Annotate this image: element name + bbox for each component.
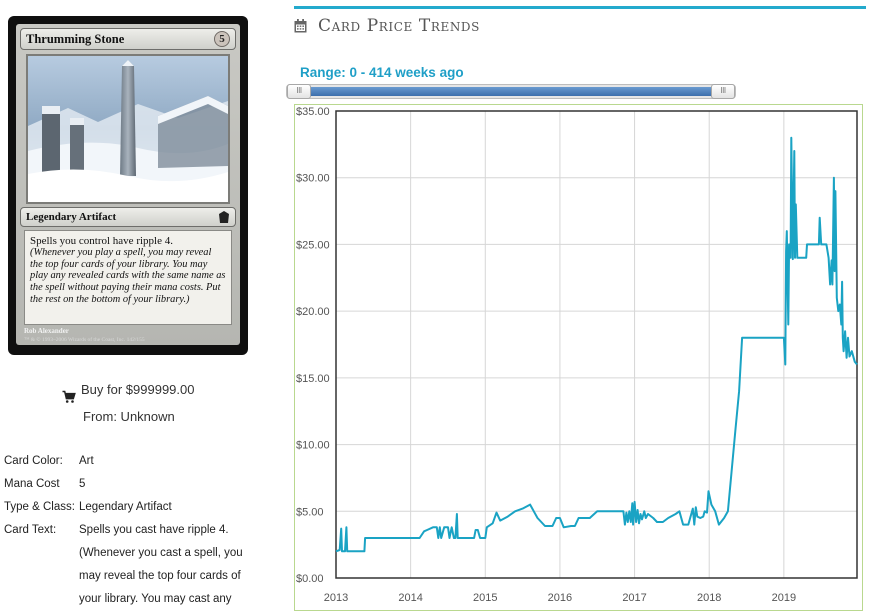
x-tick-label: 2013 xyxy=(324,592,348,604)
y-tick-label: $20.00 xyxy=(296,306,330,318)
x-tick-label: 2018 xyxy=(697,592,721,604)
range-slider-fill xyxy=(299,87,723,96)
detail-value: 5 xyxy=(79,478,86,490)
card-image: Thrumming Stone 5 xyxy=(8,16,248,355)
card-text-box: Spells you control have ripple 4. (Whene… xyxy=(24,230,232,325)
detail-value: Art xyxy=(79,455,94,467)
card-artist-credit: Rob Alexander xyxy=(24,327,69,335)
detail-label: Card Color: xyxy=(4,455,63,467)
card-type-bar: Legendary Artifact xyxy=(20,207,236,227)
card-details-table: Card Color: Art Mana Cost 5 Type & Class… xyxy=(4,450,254,611)
range-label: Range: 0 - 414 weeks ago xyxy=(300,65,464,80)
set-symbol-icon xyxy=(219,211,229,223)
price-chart: $0.00 $5.00 $10.00 $15.00 $20.00 $25.00 $30.00… xyxy=(294,104,863,611)
card-copyright: ™ & © 1993–2006 Wizards of the Coast, In… xyxy=(24,337,145,343)
card-face: Thrumming Stone 5 xyxy=(16,24,240,345)
card-name: Thrumming Stone xyxy=(26,32,125,46)
calendar-icon xyxy=(294,19,307,33)
price-series-line xyxy=(335,136,858,553)
card-type-line: Legendary Artifact xyxy=(26,211,117,223)
y-tick-label: $10.00 xyxy=(296,440,330,452)
panel-title: Card Price Trends xyxy=(318,16,480,36)
detail-label: Mana Cost xyxy=(4,478,60,490)
card-title-bar: Thrumming Stone 5 xyxy=(20,28,236,50)
y-tick-label: $5.00 xyxy=(296,506,324,518)
x-tick-label: 2019 xyxy=(772,592,796,604)
price-chart-container: $0.00 $5.00 $10.00 $15.00 $20.00 $25.00 $30.00… xyxy=(294,104,863,611)
seller-source: From: Unknown xyxy=(83,409,175,424)
card-rules-text: Spells you control have ripple 4. xyxy=(30,235,173,247)
x-tick-label: 2016 xyxy=(548,592,572,604)
detail-row-color: Card Color: Art xyxy=(4,450,254,473)
detail-label: Type & Class: xyxy=(4,501,75,513)
y-tick-label: $35.00 xyxy=(296,106,330,118)
card-reminder-text: (Whenever you play a spell, you may reve… xyxy=(30,247,226,305)
mana-cost-symbol: 5 xyxy=(214,31,230,47)
range-slider[interactable]: III III xyxy=(286,84,736,99)
y-tick-label: $25.00 xyxy=(296,239,330,251)
x-tick-label: 2014 xyxy=(398,592,422,604)
x-tick-label: 2017 xyxy=(622,592,646,604)
buy-link[interactable]: Buy for $999999.00 xyxy=(81,382,195,397)
y-tick-label: $15.00 xyxy=(296,373,330,385)
panel-header: Card Price Trends xyxy=(294,16,480,36)
buy-row: Buy for $999999.00 xyxy=(62,382,194,404)
card-artwork-illustration xyxy=(28,56,228,202)
detail-label: Card Text: xyxy=(4,524,57,536)
y-tick-label: $30.00 xyxy=(296,173,330,185)
range-slider-handle-max[interactable]: III xyxy=(711,84,735,99)
y-tick-label: $0.00 xyxy=(296,573,324,585)
detail-row-type: Type & Class: Legendary Artifact xyxy=(4,496,254,519)
panel-top-rule xyxy=(294,6,866,9)
plot-area-border xyxy=(335,110,858,579)
detail-row-card-text: Card Text: Spells you cast have ripple 4… xyxy=(4,519,254,611)
card-artwork xyxy=(26,54,230,204)
range-slider-handle-min[interactable]: III xyxy=(287,84,311,99)
detail-value: Spells you cast have ripple 4. (Whenever… xyxy=(79,524,243,605)
chart-outer-frame xyxy=(294,104,863,611)
x-tick-label: 2015 xyxy=(473,592,497,604)
detail-value: Legendary Artifact xyxy=(79,501,172,513)
shopping-cart-icon xyxy=(62,390,76,403)
detail-row-mana-cost: Mana Cost 5 xyxy=(4,473,254,496)
